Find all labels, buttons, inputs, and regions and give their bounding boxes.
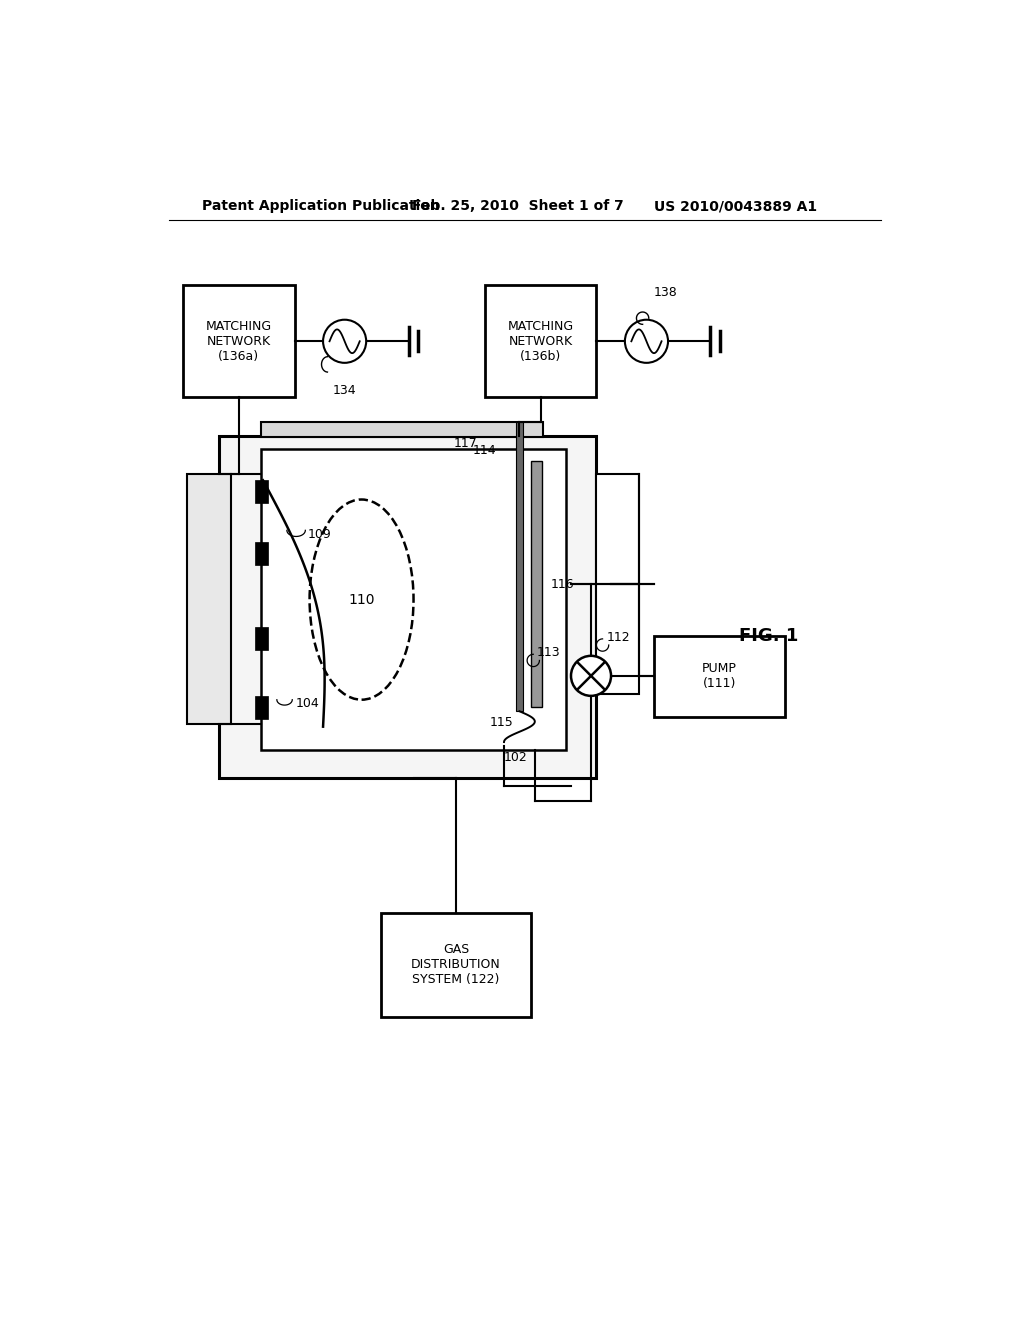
- Text: 110: 110: [348, 593, 375, 607]
- Text: 102: 102: [504, 751, 527, 764]
- Bar: [654, 636, 785, 717]
- Bar: [186, 474, 231, 725]
- Text: Patent Application Publication: Patent Application Publication: [202, 199, 440, 213]
- Bar: [261, 449, 565, 750]
- Text: 104: 104: [296, 697, 319, 710]
- Text: 115: 115: [489, 717, 513, 730]
- Bar: [255, 541, 267, 565]
- Text: 109: 109: [307, 528, 332, 541]
- Bar: [255, 627, 267, 649]
- Bar: [255, 696, 267, 719]
- Text: Feb. 25, 2010  Sheet 1 of 7: Feb. 25, 2010 Sheet 1 of 7: [412, 199, 624, 213]
- Text: MATCHING
NETWORK
(136a): MATCHING NETWORK (136a): [206, 319, 271, 363]
- Bar: [531, 461, 542, 708]
- Bar: [219, 436, 596, 779]
- Text: 117: 117: [454, 437, 477, 450]
- Circle shape: [323, 319, 367, 363]
- Text: PUMP
(111): PUMP (111): [702, 663, 737, 690]
- Bar: [261, 422, 543, 437]
- Text: GAS
DISTRIBUTION
SYSTEM (122): GAS DISTRIBUTION SYSTEM (122): [411, 944, 501, 986]
- Text: 113: 113: [538, 647, 561, 659]
- Bar: [596, 474, 639, 693]
- Text: FIG. 1: FIG. 1: [739, 627, 799, 644]
- Circle shape: [571, 656, 611, 696]
- Bar: [183, 285, 295, 397]
- Circle shape: [625, 319, 668, 363]
- Text: 134: 134: [333, 384, 356, 396]
- Text: 114: 114: [473, 445, 497, 458]
- Text: 112: 112: [606, 631, 630, 644]
- Bar: [255, 480, 267, 503]
- Text: 138: 138: [654, 286, 678, 298]
- Text: 116: 116: [551, 578, 574, 591]
- Bar: [381, 913, 531, 1016]
- Bar: [516, 422, 523, 711]
- Text: US 2010/0043889 A1: US 2010/0043889 A1: [654, 199, 817, 213]
- Bar: [484, 285, 596, 397]
- Text: MATCHING
NETWORK
(136b): MATCHING NETWORK (136b): [508, 319, 573, 363]
